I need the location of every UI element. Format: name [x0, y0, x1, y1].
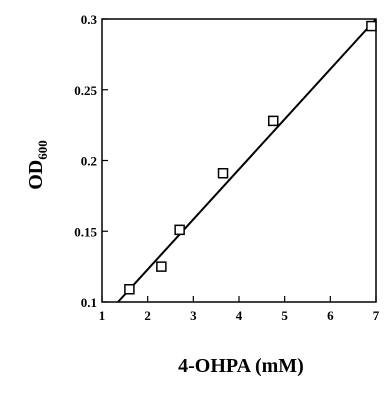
y-tick-label: 0.3 [81, 12, 98, 27]
data-point [268, 115, 279, 127]
y-tick-label: 0.1 [81, 295, 97, 310]
data-point [124, 284, 135, 295]
x-tick-label: 5 [281, 308, 288, 323]
plot-frame [101, 18, 377, 303]
x-tick-label: 4 [236, 308, 243, 323]
data-point [217, 167, 229, 179]
y-axis: 0.1 0.15 0.2 0.25 0.3 [74, 12, 108, 310]
data-point [156, 261, 167, 272]
x-tick-label: 6 [327, 308, 334, 323]
y-axis-title-subscript: 600 [35, 140, 50, 160]
x-tick-label: 7 [373, 308, 380, 323]
x-tick-label: 3 [190, 308, 197, 323]
x-axis: 1 2 3 4 5 6 7 [99, 296, 380, 323]
y-tick-label: 0.15 [74, 224, 97, 239]
plot-area [101, 18, 377, 303]
y-axis-title: OD600 [25, 140, 50, 190]
x-axis-title: 4-OHPA (mM) [178, 355, 304, 377]
data-point [174, 224, 185, 236]
data-point [366, 20, 377, 32]
y-tick-label: 0.2 [81, 154, 97, 169]
fit-line [117, 18, 377, 303]
y-tick-label: 0.25 [74, 83, 97, 98]
y-axis-title-main: OD [25, 160, 47, 190]
data-points [124, 20, 377, 295]
x-tick-label: 2 [144, 308, 151, 323]
x-tick-label: 1 [99, 308, 106, 323]
